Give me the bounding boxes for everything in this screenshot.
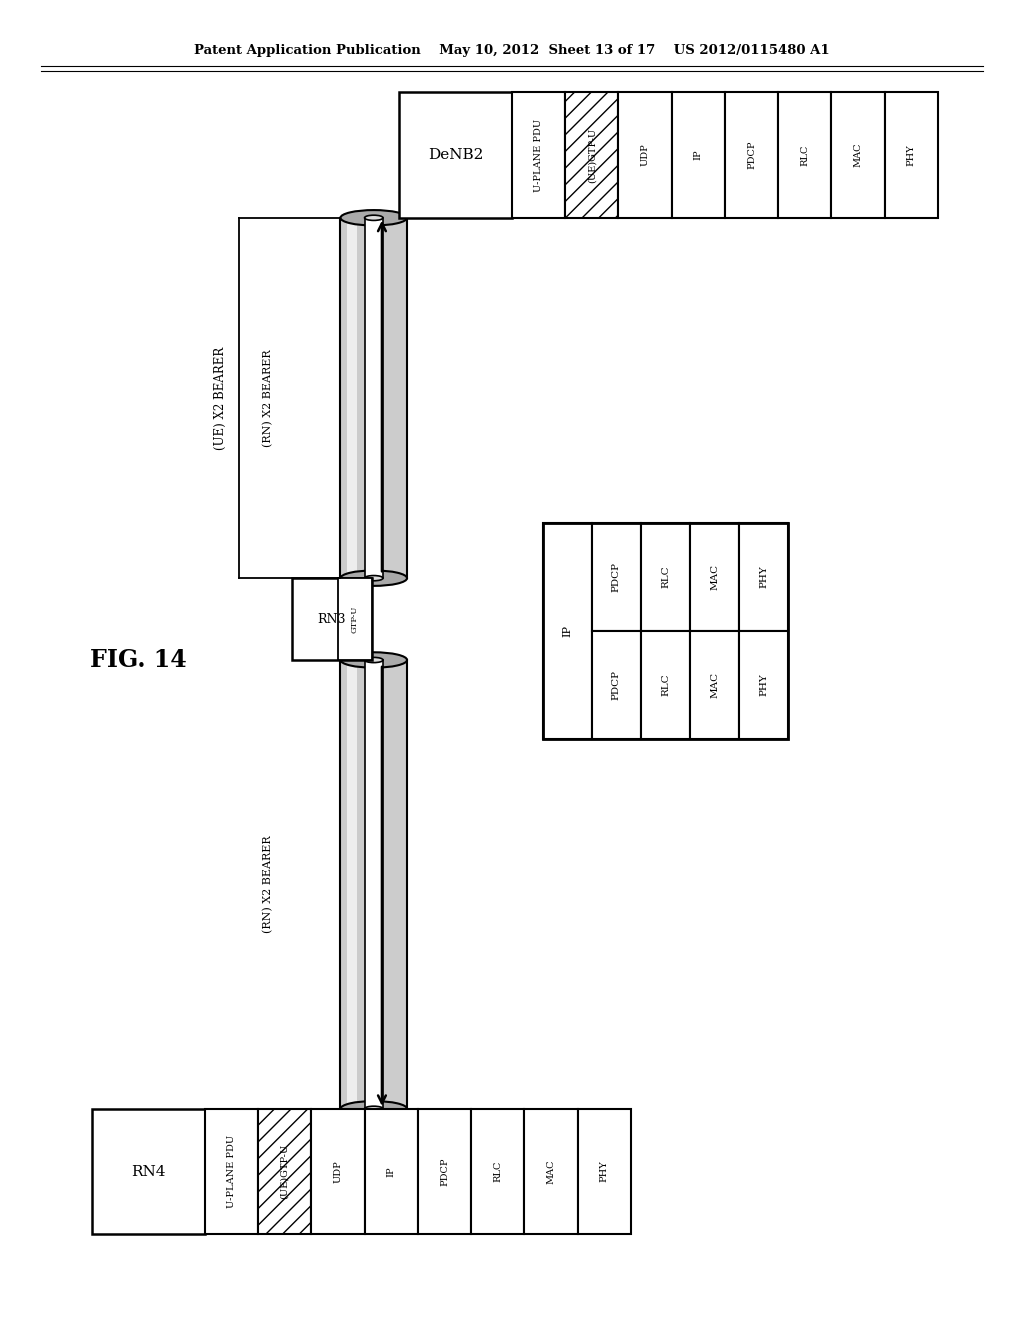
Bar [347,218,357,578]
Text: PHY: PHY [760,673,768,697]
Text: MAC: MAC [711,672,719,698]
Bar [885,92,938,218]
Bar [592,523,641,631]
Text: (UE)GTP-U: (UE)GTP-U [281,1144,289,1199]
Ellipse shape [340,210,407,226]
Bar [592,631,641,739]
Text: (RN) X2 BEARER: (RN) X2 BEARER [263,836,273,933]
Text: RLC: RLC [801,144,809,166]
Text: (UE) X2 BEARER: (UE) X2 BEARER [214,347,226,450]
Text: (RN) X2 BEARER: (RN) X2 BEARER [263,350,273,447]
Bar [292,578,372,660]
Text: IP: IP [562,624,572,638]
Bar [365,218,383,578]
Bar [543,523,592,739]
Ellipse shape [340,652,407,668]
Text: RLC: RLC [494,1160,502,1183]
Text: PDCP: PDCP [612,562,621,591]
Ellipse shape [365,1106,383,1111]
Text: PDCP: PDCP [748,141,756,169]
Text: PDCP: PDCP [612,671,621,700]
Text: RN4: RN4 [131,1164,166,1179]
Bar [365,660,383,1109]
Ellipse shape [340,570,407,586]
Bar [778,92,831,218]
Ellipse shape [365,215,383,220]
Text: PDCP: PDCP [440,1158,449,1185]
Bar [340,218,408,578]
Bar [725,92,778,218]
Text: IP: IP [387,1166,395,1177]
Bar [739,523,788,631]
Text: FIG. 14: FIG. 14 [90,648,186,672]
Bar [338,578,372,660]
Bar [311,1109,365,1234]
Text: UDP: UDP [641,144,649,166]
Bar [340,660,408,1109]
Ellipse shape [365,576,383,581]
Text: U-PLANE PDU: U-PLANE PDU [535,119,543,191]
Bar [365,1109,418,1234]
Bar [418,1109,471,1234]
Text: RLC: RLC [662,565,670,589]
Text: IP: IP [694,149,702,161]
Text: PHY: PHY [760,565,768,589]
Text: MAC: MAC [854,143,862,168]
Bar [690,631,739,739]
Text: U-PLANE PDU: U-PLANE PDU [227,1135,236,1208]
Bar [690,523,739,631]
Bar [92,1109,205,1234]
Text: PHY: PHY [600,1160,608,1183]
Ellipse shape [365,657,383,663]
Bar [258,1109,311,1234]
Text: RN3: RN3 [317,612,346,626]
Bar [578,1109,631,1234]
Bar [471,1109,524,1234]
Text: PHY: PHY [907,144,915,166]
Ellipse shape [340,1101,407,1117]
Text: UDP: UDP [334,1160,342,1183]
Text: GTP-U: GTP-U [351,606,358,632]
Bar [347,660,357,1109]
Bar [831,92,885,218]
Bar [618,92,672,218]
Text: MAC: MAC [547,1159,555,1184]
Bar [524,1109,578,1234]
Bar [512,92,565,218]
Bar [672,92,725,218]
Text: MAC: MAC [711,564,719,590]
Bar [739,631,788,739]
Bar [399,92,512,218]
Text: (UE)GTP-U: (UE)GTP-U [588,128,596,182]
Text: Patent Application Publication    May 10, 2012  Sheet 13 of 17    US 2012/011548: Patent Application Publication May 10, 2… [195,44,829,57]
Bar [641,523,690,631]
Bar [205,1109,258,1234]
Text: DeNB2: DeNB2 [428,148,483,162]
Bar [543,523,788,739]
Bar [565,92,618,218]
Bar [641,631,690,739]
Text: RLC: RLC [662,673,670,697]
